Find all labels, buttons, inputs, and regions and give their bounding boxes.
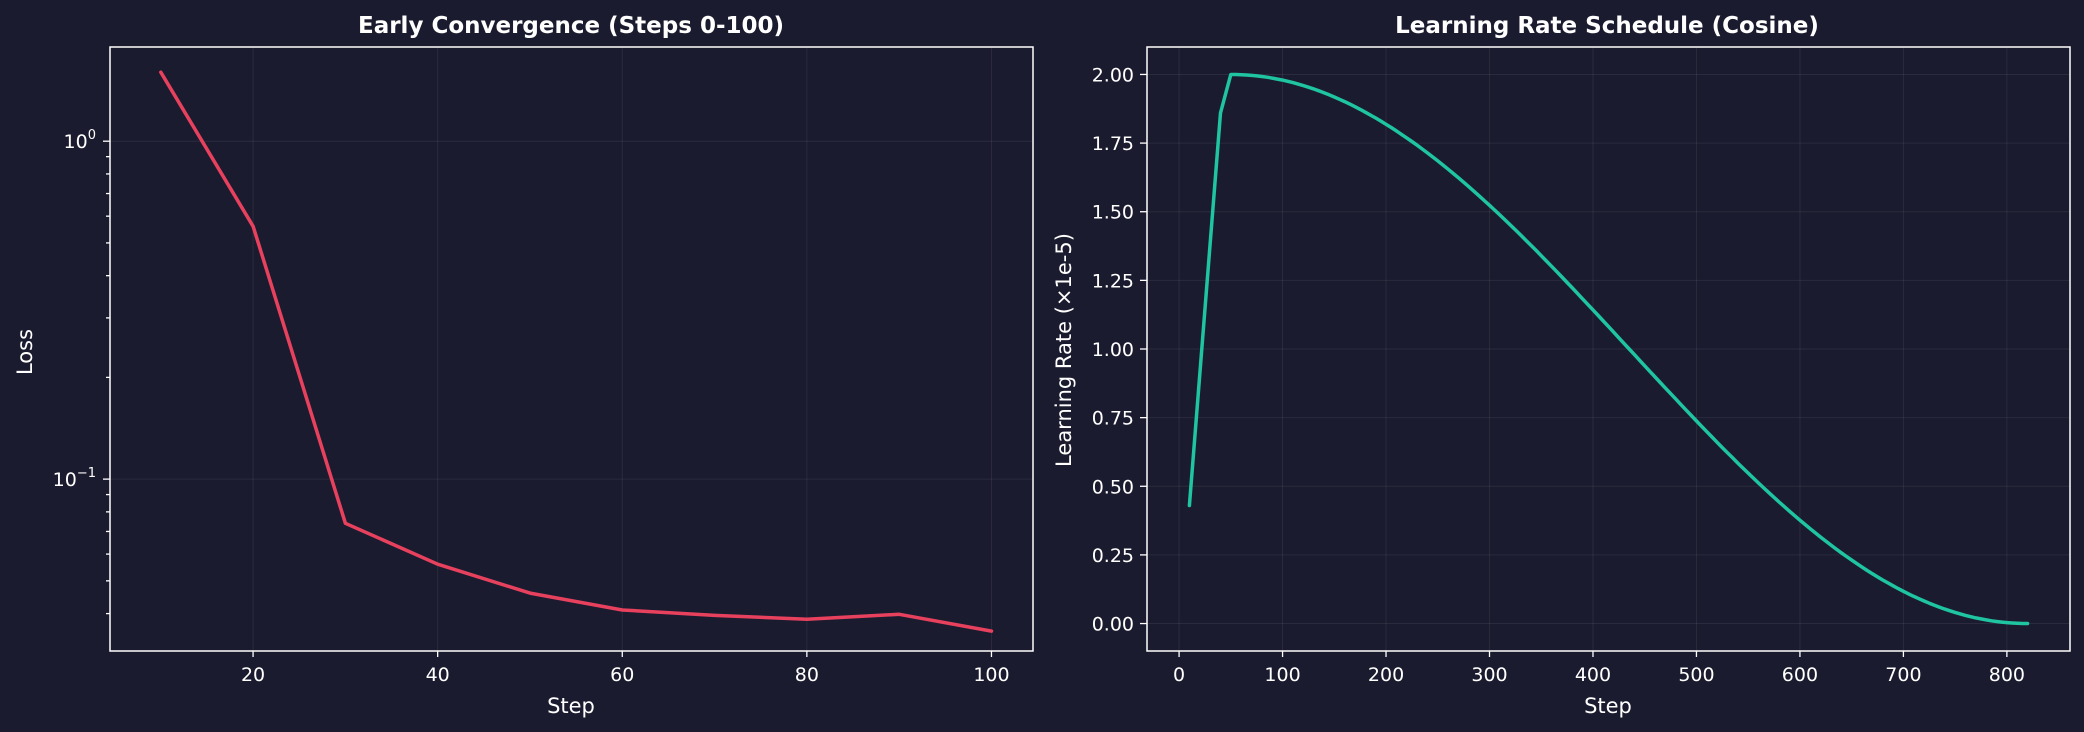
lr-ytick-label: 0.00 bbox=[1092, 614, 1134, 636]
lr-xtick-label: 600 bbox=[1782, 664, 1818, 686]
lr-series-line bbox=[1187, 72, 2030, 626]
lr-ytick-label: 0.25 bbox=[1092, 545, 1134, 567]
loss-xtick-label: 80 bbox=[795, 664, 819, 686]
lr-ytick-label: 2.00 bbox=[1092, 64, 1134, 86]
lr-chart-title: Learning Rate Schedule (Cosine) bbox=[1395, 13, 1819, 39]
lr-xtick-label: 800 bbox=[1989, 664, 2025, 686]
lr-chart-ylabel: Learning Rate (×1e-5) bbox=[1052, 233, 1076, 467]
lr-xtick-label: 200 bbox=[1368, 664, 1404, 686]
lr-ytick-label: 1.75 bbox=[1092, 133, 1134, 155]
lr-xtick-label: 300 bbox=[1471, 664, 1507, 686]
lr-xtick-label: 500 bbox=[1678, 664, 1714, 686]
loss-chart-title: Early Convergence (Steps 0-100) bbox=[358, 13, 784, 39]
loss-chart-ylabel: Loss bbox=[13, 329, 37, 375]
loss-chart-xlabel: Step bbox=[547, 694, 595, 718]
loss-chart-grid bbox=[110, 47, 1033, 651]
lr-ytick-label: 0.50 bbox=[1092, 476, 1134, 498]
loss-ytick-label: 10−1 bbox=[53, 466, 96, 491]
loss-xtick-label: 20 bbox=[241, 664, 265, 686]
loss-chart-frame bbox=[109, 46, 1034, 652]
lr-chart-xlabel: Step bbox=[1584, 694, 1632, 718]
loss-xtick-label: 100 bbox=[973, 664, 1009, 686]
lr-ytick-label: 1.25 bbox=[1092, 270, 1134, 292]
loss-ytick-label: 100 bbox=[64, 128, 96, 153]
lr-ytick-label: 0.75 bbox=[1092, 408, 1134, 430]
lr-chart-grid bbox=[1147, 47, 2070, 651]
lr-ytick-label: 1.00 bbox=[1092, 339, 1134, 361]
loss-xtick-label: 60 bbox=[610, 664, 634, 686]
lr-xtick-label: 100 bbox=[1264, 664, 1300, 686]
loss-chart-ticks: 20 40 60 80 100 100 10−1 bbox=[53, 128, 1010, 686]
lr-xtick-label: 0 bbox=[1173, 664, 1185, 686]
lr-chart-ticks: 0 100 200 300 400 500 600 700 800 0.00 0.25 0.50 0.7… bbox=[1092, 64, 2025, 686]
loss-chart: Early Convergence (Steps 0-100) 20 40 60 80… bbox=[13, 13, 1034, 718]
lr-xtick-label: 700 bbox=[1885, 664, 1921, 686]
loss-xtick-label: 40 bbox=[426, 664, 450, 686]
lr-ytick-label: 1.50 bbox=[1092, 202, 1134, 224]
lr-xtick-label: 400 bbox=[1575, 664, 1611, 686]
loss-series-line bbox=[159, 70, 994, 633]
lr-chart: Learning Rate Schedule (Cosine) 0 100 200 3… bbox=[1052, 13, 2071, 718]
